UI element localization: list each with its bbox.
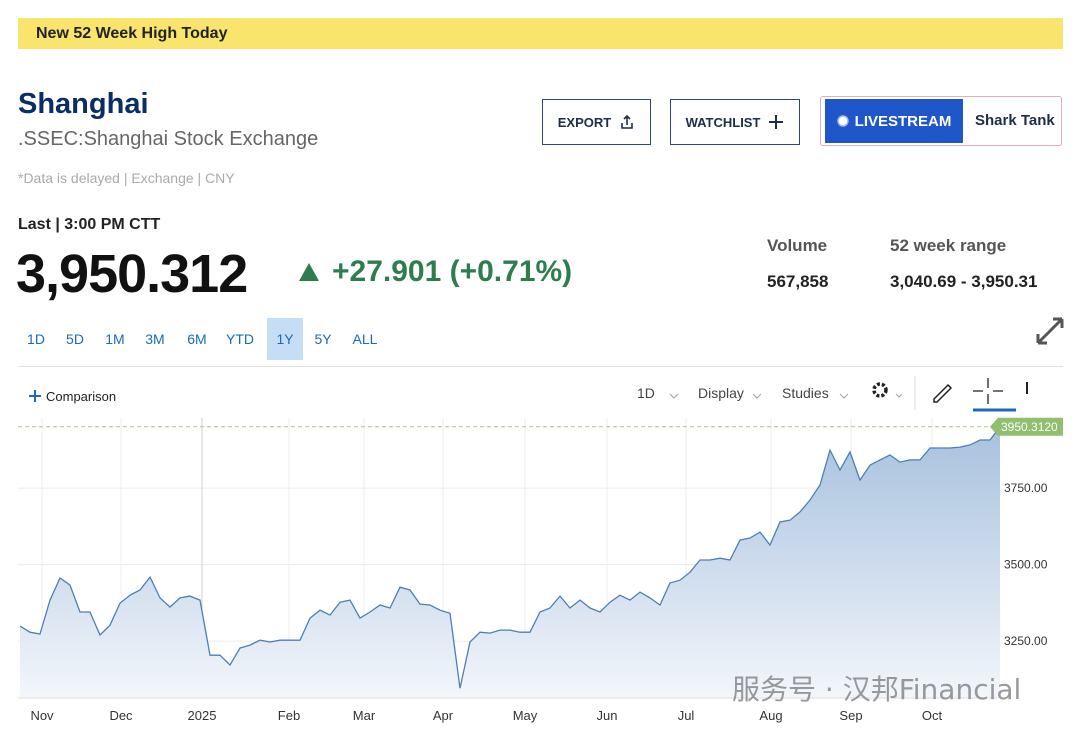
plus-icon <box>29 390 41 402</box>
change: +27.901 (+0.71%) <box>332 255 573 288</box>
area <box>20 426 1000 698</box>
stat-label: 52 week range <box>890 236 1007 255</box>
tool-icons[interactable] <box>868 374 1028 414</box>
x-tick-label: Apr <box>433 708 454 723</box>
x-tick-label: Dec <box>109 708 133 723</box>
stat-value: 3,040.69 - 3,950.31 <box>890 272 1038 291</box>
watermark: 服务号 · 汉邦Financial <box>732 673 1022 706</box>
stat-value: 567,858 <box>767 272 829 291</box>
range-button[interactable]: 5Y <box>314 331 332 347</box>
x-tick-label: Mar <box>353 708 376 723</box>
y-tick-label: 3750.00 <box>1004 481 1048 495</box>
x-tick-label: Feb <box>278 708 300 723</box>
show-name[interactable]: Shark Tank <box>975 112 1055 129</box>
up-arrow <box>299 263 319 281</box>
interval[interactable]: 1D <box>637 385 655 401</box>
last-label: Last | 3:00 PM CTT <box>18 216 161 233</box>
export-icon <box>621 114 634 129</box>
livestream-button[interactable]: LIVESTREAM <box>825 99 963 143</box>
studies[interactable]: Studies <box>782 385 829 401</box>
exchange: .SSEC:Shanghai Stock Exchange <box>18 128 319 150</box>
display[interactable]: Display <box>698 385 744 401</box>
live-dot <box>836 115 849 127</box>
x-tick-label: Aug <box>759 708 782 723</box>
price-line <box>19 426 1001 689</box>
export-label: EXPORT <box>557 114 612 130</box>
watchlist-button[interactable]: WATCHLIST <box>670 99 800 145</box>
banner <box>18 18 1063 49</box>
range-button[interactable]: YTD <box>226 331 254 347</box>
range-button[interactable]: 6M <box>187 331 207 347</box>
x-tick-label: Oct <box>922 708 943 723</box>
range-button[interactable]: 5D <box>66 331 84 347</box>
stock-name: Shanghai <box>18 88 149 120</box>
data-note: *Data is delayed | Exchange | CNY <box>18 170 235 186</box>
plus-icon <box>769 115 784 129</box>
y-tick-label: 3250.00 <box>1004 634 1048 648</box>
last-price-label: 3950.3120 <box>1001 420 1058 434</box>
livestream-box[interactable] <box>820 96 1062 146</box>
range-button[interactable]: 3M <box>145 331 165 347</box>
y-tick-label: 3500.00 <box>1004 558 1048 572</box>
x-tick-label: Jun <box>597 708 618 723</box>
watchlist-label: WATCHLIST <box>685 114 761 130</box>
comparison[interactable]: Comparison <box>46 389 117 404</box>
range-button[interactable]: ALL <box>352 331 378 347</box>
x-tick-label: Jul <box>678 708 695 723</box>
range-button[interactable]: 1M <box>105 331 125 347</box>
x-tick-label: 2025 <box>188 708 217 723</box>
x-tick-label: Sep <box>839 708 862 723</box>
expand-icon[interactable] <box>1035 316 1065 346</box>
banner-text: New 52 Week High Today <box>36 25 228 42</box>
range-button[interactable]: 1D <box>27 331 45 347</box>
x-tick-label: May <box>513 708 538 723</box>
range-button[interactable]: 1Y <box>267 318 303 360</box>
last-price-tag <box>990 417 1063 436</box>
export-button[interactable]: EXPORT <box>542 99 651 145</box>
stat-label: Volume <box>767 236 828 255</box>
toolbar-icons <box>669 393 849 399</box>
price: 3,950.312 <box>16 244 248 304</box>
divider <box>18 366 1063 367</box>
livestream-label: LIVESTREAM <box>854 112 952 130</box>
x-tick-label: Nov <box>30 708 54 723</box>
